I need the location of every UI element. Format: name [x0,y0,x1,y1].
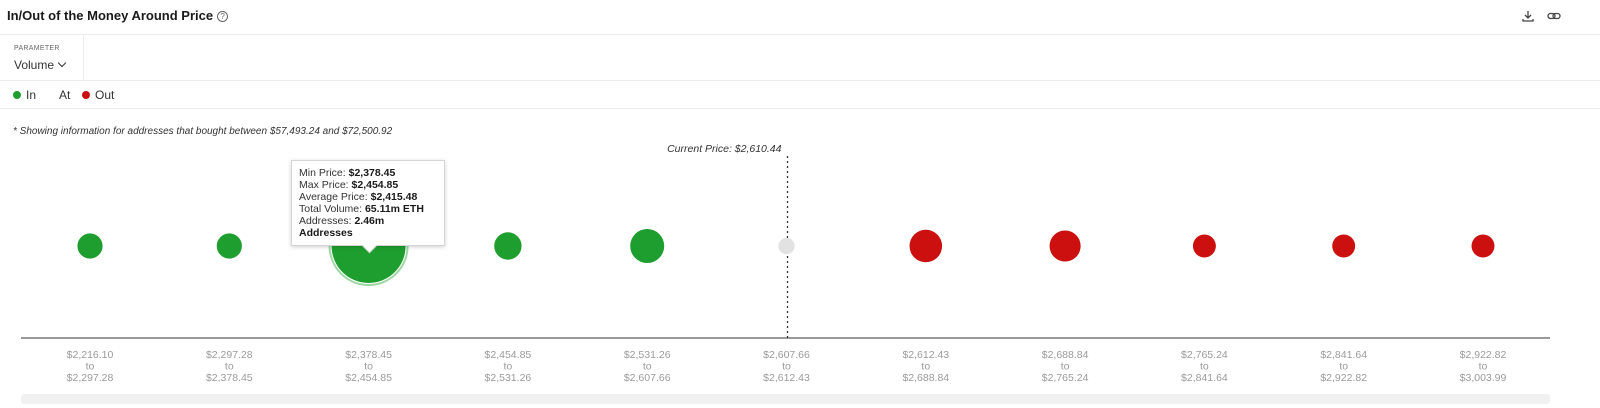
bucket-tick-label: $2,765.24 [1042,372,1089,384]
widget-title: In/Out of the Money Around Price? [7,8,229,23]
bucket-tick-label: $2,612.43 [763,372,810,384]
bucket-tick-label: to [1200,361,1209,373]
bucket-tick-label: to [643,361,652,373]
horizontal-scrollbar[interactable] [21,394,1550,404]
legend-label-out: Out [95,88,115,102]
bucket-tick-label: $3,003.99 [1460,372,1507,384]
bucket-tick-label: $2,688.84 [902,372,949,384]
widget-header: In/Out of the Money Around Price? [0,0,1600,35]
tooltip-row-min: Min Price: $2,378.45 [299,167,396,179]
bucket-tick-label: to [1339,361,1348,373]
bucket-tick-label: to [225,361,234,373]
bucket-tick-label: $2,454.85 [485,349,532,361]
bucket-tick-label: to [921,361,930,373]
divider [0,80,1600,81]
bucket-tick-label: $2,841.64 [1181,372,1228,384]
link-icon[interactable] [1547,9,1561,23]
bucket-tick-label: to [504,361,513,373]
bucket-tick-label: $2,612.43 [902,349,949,361]
bubble-out[interactable] [1049,230,1081,262]
bubble-in[interactable] [77,233,103,259]
legend-label-in: In [26,88,37,102]
bubble-at[interactable] [778,237,795,255]
legend-item-out[interactable]: Out [82,88,114,102]
tooltip-row-addresses: Addresses: 2.46m Addresses [299,215,385,239]
parameter-label: PARAMETER [14,45,60,52]
bucket-tick-label: to [782,361,791,373]
bubble-out[interactable] [1192,234,1216,258]
bucket-tick-label: $2,297.28 [206,349,253,361]
bucket-tick-label: $2,922.82 [1460,349,1507,361]
bucket-tick-label: $2,922.82 [1320,372,1367,384]
current-price-label: Current Price: $2,610.44 [667,143,782,155]
bucket-tick-label: $2,765.24 [1181,349,1228,361]
bucket-tick-label: $2,607.66 [624,372,671,384]
bucket-tick-label: $2,216.10 [67,349,114,361]
parameter-dropdown[interactable]: Volume [14,58,67,72]
legend: In At Out [0,81,1600,109]
bucket-tick-label: $2,688.84 [1042,349,1089,361]
tooltip-row-volume: Total Volume: 65.11m ETH [299,203,424,215]
bubble-in[interactable] [630,228,665,264]
widget-title-text: In/Out of the Money Around Price [7,8,214,23]
tooltip-row-max: Max Price: $2,454.85 [299,179,399,191]
parameter-value: Volume [14,58,55,72]
legend-dot-out [82,91,90,99]
bubble-out[interactable] [1332,234,1356,258]
bucket-tick-label: to [364,361,373,373]
bucket-tick-label: to [86,361,95,373]
legend-dot-in [13,91,21,99]
tooltip-row-avg: Average Price: $2,415.48 [299,191,418,203]
bucket-tick-label: $2,378.45 [206,372,253,384]
legend-item-at[interactable]: At [59,88,70,102]
question-circle-icon[interactable]: ? [217,11,229,22]
bubble-tooltip: Min Price: $2,378.45 Max Price: $2,454.8… [291,160,445,246]
bucket-tick-label: to [1479,361,1488,373]
bucket-tick-label: $2,841.64 [1320,349,1367,361]
parameter-selector: PARAMETER Volume [0,35,84,80]
bucket-tick-label: $2,531.26 [624,349,671,361]
bucket-tick-label: $2,378.45 [345,349,392,361]
bubble-out[interactable] [909,229,943,263]
bucket-tick-label: $2,454.85 [345,372,392,384]
download-icon[interactable] [1521,9,1535,23]
legend-label-at: At [59,88,71,102]
bubble-in[interactable] [494,232,522,260]
legend-item-in[interactable]: In [13,88,36,102]
bucket-tick-label: $2,607.66 [763,349,810,361]
bucket-tick-label: $2,531.26 [485,372,532,384]
bubble-out[interactable] [1471,234,1495,258]
range-note: * Showing information for addresses that… [13,126,393,137]
bubble-in[interactable] [216,233,242,259]
bucket-tick-label: $2,297.28 [67,372,114,384]
bucket-tick-label: to [1061,361,1070,373]
